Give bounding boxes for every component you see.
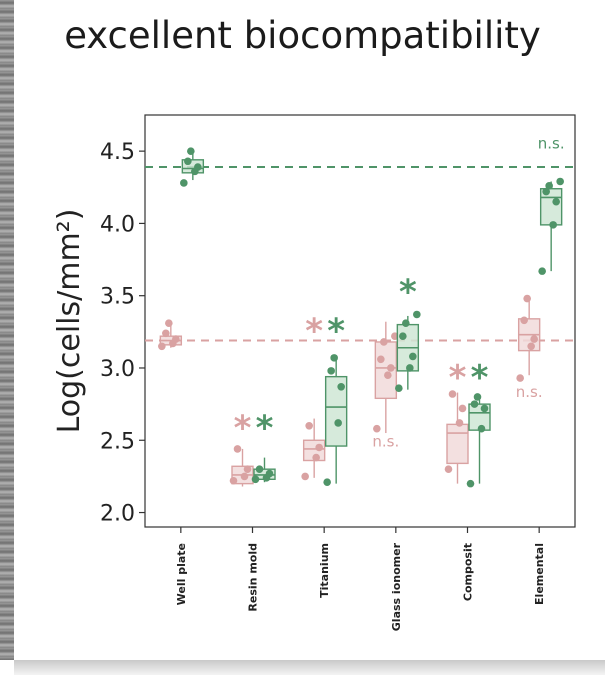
data-point-pink bbox=[301, 472, 309, 481]
data-point-green bbox=[184, 157, 192, 166]
y-tick-label: 3.0 bbox=[100, 357, 135, 382]
page-heading: excellent biocompatibility bbox=[64, 14, 541, 57]
data-point-pink bbox=[172, 335, 180, 343]
significance-star: * bbox=[449, 358, 467, 398]
data-point-green bbox=[470, 400, 479, 408]
not-significant-label: n.s. bbox=[538, 134, 565, 152]
y-tick-label: 4.5 bbox=[100, 140, 135, 165]
box-green bbox=[324, 375, 348, 447]
data-point-green bbox=[413, 310, 421, 319]
background-photo-edge bbox=[0, 0, 14, 660]
data-point-pink bbox=[243, 465, 252, 473]
data-point-pink bbox=[162, 329, 170, 338]
background-photo-shadow bbox=[14, 660, 605, 675]
data-point-pink bbox=[377, 355, 385, 364]
data-point-pink bbox=[240, 472, 249, 481]
significance-star: * bbox=[234, 408, 252, 448]
data-point-green bbox=[406, 364, 414, 372]
data-point-pink bbox=[158, 342, 166, 351]
significance-star: * bbox=[305, 312, 323, 352]
data-point-green bbox=[477, 424, 486, 433]
data-point-green bbox=[538, 267, 546, 275]
data-point-green bbox=[549, 221, 557, 229]
data-point-green bbox=[180, 179, 188, 187]
data-point-pink bbox=[527, 342, 535, 351]
data-point-green bbox=[545, 182, 553, 190]
data-point-green bbox=[194, 163, 202, 171]
data-point-pink bbox=[530, 335, 538, 343]
x-tick-label: Glass ionomer bbox=[390, 542, 403, 631]
y-tick-label: 2.5 bbox=[100, 429, 135, 454]
x-tick-label: Titanium bbox=[318, 543, 331, 598]
data-point-pink bbox=[516, 374, 524, 382]
data-point-pink bbox=[448, 390, 457, 398]
data-point-green bbox=[552, 197, 560, 206]
data-point-pink bbox=[373, 424, 381, 433]
y-tick-label: 3.5 bbox=[100, 285, 135, 310]
data-point-pink bbox=[315, 443, 323, 452]
x-tick-label: Composit bbox=[462, 543, 475, 601]
data-point-green bbox=[402, 319, 410, 327]
data-point-green bbox=[255, 465, 264, 473]
data-point-green bbox=[323, 478, 331, 486]
significance-star: * bbox=[399, 273, 417, 313]
data-point-pink bbox=[233, 445, 242, 453]
data-point-pink bbox=[523, 294, 531, 303]
not-significant-label: n.s. bbox=[372, 432, 399, 450]
data-point-pink bbox=[165, 319, 173, 327]
data-point-pink bbox=[455, 419, 464, 427]
data-point-green bbox=[251, 475, 260, 484]
data-point-pink bbox=[458, 404, 467, 413]
significance-star: * bbox=[327, 312, 345, 352]
data-point-green bbox=[556, 177, 564, 186]
data-point-green bbox=[334, 419, 342, 427]
plot-frame bbox=[144, 114, 576, 528]
data-point-green bbox=[265, 469, 274, 478]
data-point-green bbox=[337, 382, 345, 391]
y-tick-label: 4.0 bbox=[100, 212, 135, 237]
x-tick-label: Well plate bbox=[175, 543, 188, 605]
not-significant-label: n.s. bbox=[516, 383, 543, 401]
data-point-green bbox=[327, 367, 335, 375]
data-point-pink bbox=[229, 476, 238, 485]
x-tick-label: Elemental bbox=[533, 543, 546, 605]
data-point-green bbox=[395, 384, 403, 393]
data-point-pink bbox=[387, 364, 395, 372]
data-point-green bbox=[480, 404, 489, 413]
data-point-green bbox=[473, 393, 482, 401]
data-point-green bbox=[466, 479, 475, 488]
x-tick-label: Resin mold bbox=[247, 543, 260, 612]
data-point-green bbox=[187, 147, 195, 155]
significance-star: * bbox=[256, 408, 274, 448]
data-point-pink bbox=[312, 453, 320, 462]
data-point-green bbox=[542, 187, 550, 196]
data-point-green bbox=[399, 332, 407, 340]
y-axis-label: Log(cells/mm²) bbox=[52, 209, 87, 434]
data-point-green bbox=[409, 352, 417, 361]
data-point-pink bbox=[520, 316, 528, 325]
significance-star: * bbox=[471, 358, 489, 398]
data-point-green bbox=[330, 354, 338, 362]
data-point-pink bbox=[380, 338, 388, 346]
box-pink bbox=[446, 423, 469, 465]
data-point-pink bbox=[444, 465, 453, 473]
y-tick-label: 2.0 bbox=[100, 502, 135, 527]
data-point-pink bbox=[384, 371, 392, 380]
data-point-pink bbox=[305, 422, 313, 430]
